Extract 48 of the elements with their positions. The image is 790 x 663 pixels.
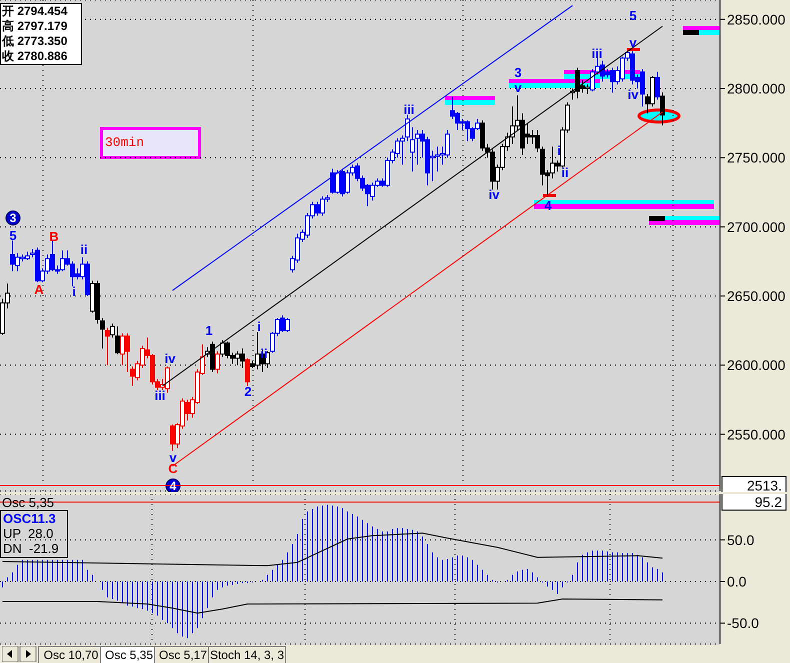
annotation: A (33, 282, 45, 298)
annotation: 1 (204, 323, 214, 339)
annotation: ii (560, 165, 570, 181)
ref-line-label: 2513. (746, 477, 782, 494)
y-tick-label: 50.0 (727, 532, 754, 548)
annotation: 收 2780.886 (2, 49, 68, 64)
y-tick-label: 2800.000 (727, 80, 786, 96)
annotation: i (71, 284, 77, 300)
annotation: UP 28.0 (3, 526, 54, 541)
annotation: OSC11.3 (3, 511, 56, 526)
text: Osc 5,17 (158, 648, 208, 662)
ref-line-label: 95.2 (754, 494, 782, 510)
annotation: v (628, 35, 638, 51)
y-tick-label: 2850.000 (727, 11, 786, 28)
y-tick-label: 2600.000 (727, 357, 786, 374)
annotation: v (513, 80, 523, 96)
annotation: iii (154, 388, 166, 404)
y-tick-label: -50.0 (727, 615, 760, 632)
annotation: iv (626, 87, 640, 103)
annotation: iii (590, 46, 604, 62)
annotation: i (256, 319, 262, 335)
candlestick (110, 323, 115, 338)
y-tick-label: 2700.000 (727, 218, 786, 235)
y-tick-label: 2750.000 (727, 150, 786, 166)
annotation: iii (402, 102, 416, 118)
annotation: iv (488, 187, 500, 203)
y-tick-label: 0.0 (727, 573, 747, 590)
annotation: 30min (104, 134, 144, 152)
annotation: 2 (243, 384, 253, 400)
candlestick (410, 126, 415, 172)
candlestick (100, 318, 105, 350)
text: Osc 5,35 (100, 646, 158, 663)
text: Osc 10,70 (38, 646, 104, 663)
annotation: ii (79, 242, 89, 258)
annotation: iv (164, 351, 176, 367)
annotation: 3 (513, 65, 523, 81)
annotation: 开 2794.454 (2, 4, 68, 19)
annotation: 高 2797.179 (2, 19, 68, 34)
y-tick-label: 2650.000 (727, 288, 786, 304)
y-tick-label: 2550.000 (727, 426, 786, 442)
annotation: 低 2773.350 (2, 34, 68, 49)
text: Stoch 14, 3, 3 (208, 646, 286, 663)
annotation: 5 (628, 8, 638, 24)
annotation: B (48, 229, 60, 245)
annotation: 3 (8, 210, 18, 226)
annotation: i (556, 143, 562, 159)
annotation: 5 (8, 228, 18, 244)
annotation: DN -21.9 (3, 541, 59, 556)
